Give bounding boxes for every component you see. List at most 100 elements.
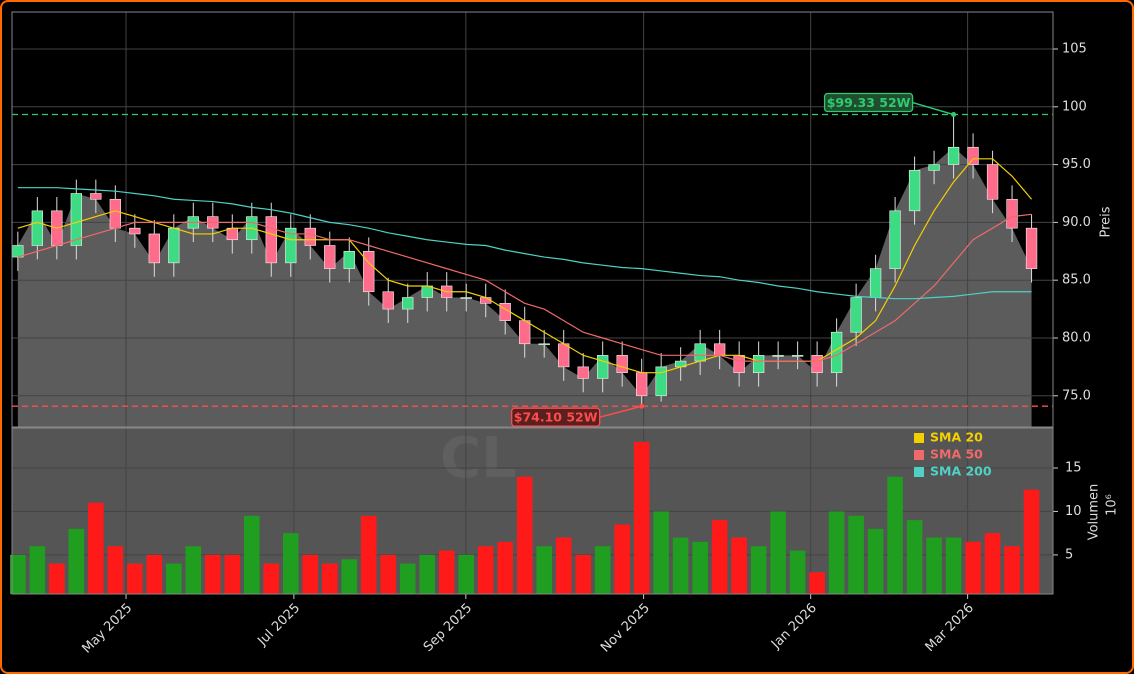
- volume-bar: [166, 563, 182, 594]
- candle-body: [1025, 227, 1038, 269]
- candle-body: [304, 227, 316, 246]
- volume-bar: [49, 563, 65, 594]
- volume-bar: [477, 546, 494, 594]
- volume-bar: [29, 546, 46, 594]
- legend-label: SMA 20: [930, 430, 983, 445]
- volume-bar: [1023, 489, 1040, 594]
- sma-line: [17, 187, 1032, 300]
- volume-bar: [10, 554, 26, 594]
- x-tick-label: Sep 2025: [421, 601, 475, 655]
- volume-bar: [536, 546, 552, 594]
- y-tick-label: 5: [1065, 547, 1073, 562]
- candle-body: [90, 193, 102, 200]
- x-tick-label: Mar 2026: [923, 601, 977, 655]
- axis-exponent: 10⁶: [1105, 494, 1120, 516]
- x-tick-label: May 2025: [79, 601, 135, 657]
- legend-label: SMA 200: [930, 464, 992, 479]
- volume-bar: [458, 554, 475, 594]
- y-axis-label: Preis: [1099, 206, 1114, 237]
- candle-body: [752, 355, 765, 373]
- annotation-label: $74.10 52W: [514, 410, 598, 425]
- candle-body: [636, 372, 648, 397]
- candle-body: [908, 170, 921, 212]
- annotation-point: [951, 112, 957, 118]
- volume-bar: [224, 554, 241, 594]
- legend-swatch: [914, 467, 924, 477]
- candle-body: [265, 216, 277, 264]
- candle-body: [402, 297, 414, 310]
- annotation-arrow: [599, 405, 642, 418]
- candle-body: [733, 355, 745, 373]
- candle-body: [382, 291, 394, 310]
- y-tick-label: 90.0: [1062, 215, 1091, 230]
- y-axis-label: Volumen: [1087, 484, 1102, 541]
- candle-body: [558, 343, 570, 368]
- volume-bar: [399, 563, 416, 594]
- candle-body: [324, 245, 336, 269]
- y-tick-label: 15: [1065, 460, 1082, 475]
- annotation-point: [639, 403, 645, 409]
- volume-bar: [750, 546, 767, 594]
- annotation-box: [823, 92, 914, 113]
- volume-bar: [633, 441, 650, 594]
- y-tick-label: 95.0: [1062, 157, 1091, 172]
- volume-bar: [945, 537, 962, 594]
- candle-body: [129, 227, 141, 235]
- volume-bar: [555, 537, 572, 594]
- candle-body: [947, 146, 960, 165]
- volume-bar: [204, 554, 221, 594]
- candle-body: [889, 210, 901, 269]
- y-tick-label: 105: [1062, 41, 1087, 56]
- volume-bar: [146, 554, 163, 594]
- candle-body: [109, 198, 121, 229]
- y-tick-label: 100: [1062, 99, 1087, 114]
- volume-bar: [770, 511, 786, 594]
- candle-body: [850, 297, 862, 333]
- volume-bar: [984, 533, 1001, 594]
- volume-bar: [107, 546, 124, 594]
- plot-frame: [11, 427, 1054, 595]
- y-tick-label: 85.0: [1062, 273, 1091, 288]
- volume-bar: [185, 546, 202, 594]
- sma-line: [17, 158, 1033, 374]
- candle-body: [869, 268, 882, 298]
- x-tick-label: Jul 2025: [254, 601, 303, 650]
- volume-bar: [731, 537, 747, 594]
- volume-bar: [965, 541, 981, 594]
- candle-body: [31, 210, 44, 246]
- candle-body: [70, 193, 82, 246]
- candle-body: [538, 343, 550, 346]
- volume-bar: [419, 554, 436, 594]
- volume-bar: [127, 563, 143, 594]
- volume-bar: [263, 563, 280, 594]
- y-tick-label: 80.0: [1062, 330, 1091, 345]
- volume-bar: [887, 476, 903, 594]
- volume-bar: [809, 572, 825, 594]
- legend-swatch: [914, 433, 924, 443]
- volume-bar: [906, 520, 923, 594]
- y-tick-label: 75.0: [1062, 388, 1091, 403]
- candle-body: [967, 146, 979, 165]
- candle-body: [460, 297, 472, 299]
- volume-bar: [321, 563, 338, 594]
- volume-bar: [282, 533, 299, 594]
- candle-body: [616, 355, 628, 373]
- candle-body: [1006, 198, 1018, 229]
- volume-bar: [614, 524, 630, 594]
- volume-bar: [575, 554, 591, 594]
- volume-bar: [243, 515, 260, 594]
- volume-bar: [848, 515, 864, 594]
- volume-bar: [828, 511, 845, 594]
- legend-swatch: [914, 450, 924, 460]
- volume-bar: [68, 528, 85, 594]
- candle-body: [577, 366, 589, 379]
- volume-bar: [653, 511, 669, 594]
- volume-bar: [594, 546, 611, 594]
- candle-body: [597, 355, 609, 379]
- candle-body: [811, 355, 823, 373]
- volume-bar: [692, 541, 708, 594]
- candle-body: [519, 320, 531, 345]
- plot-frame: [11, 11, 1054, 428]
- x-tick-label: Nov 2025: [598, 601, 653, 656]
